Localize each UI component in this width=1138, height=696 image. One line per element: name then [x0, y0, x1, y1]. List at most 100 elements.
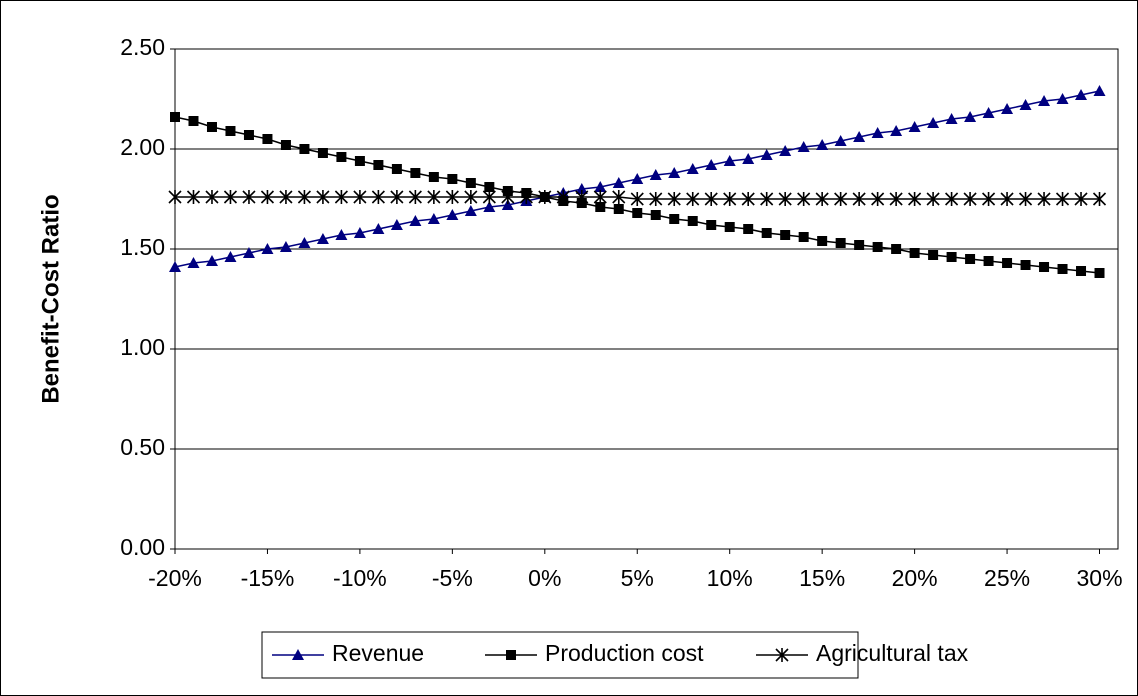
square-marker	[687, 216, 698, 226]
x-tick-label: 0%	[528, 565, 561, 591]
square-marker	[391, 164, 402, 174]
star-marker	[649, 192, 663, 206]
triangle-marker	[575, 183, 588, 194]
triangle-marker	[292, 649, 304, 660]
square-marker	[724, 222, 735, 232]
legend-label: Production cost	[545, 640, 704, 666]
square-marker	[650, 210, 661, 220]
triangle-marker	[501, 199, 514, 210]
star-marker	[778, 192, 792, 206]
star-marker	[889, 192, 903, 206]
square-marker	[1076, 266, 1087, 276]
triangle-marker	[760, 149, 773, 160]
triangle-marker	[409, 215, 422, 226]
star-marker	[519, 190, 533, 204]
square-marker	[965, 254, 976, 264]
x-tick-label: 15%	[799, 565, 845, 591]
square-marker	[243, 130, 254, 140]
star-marker	[1018, 192, 1033, 206]
triangle-marker	[982, 107, 995, 118]
star-marker	[871, 192, 885, 206]
triangle-marker	[668, 167, 681, 178]
x-tick-label: 5%	[621, 565, 654, 591]
star-marker	[775, 648, 789, 662]
square-marker	[632, 208, 643, 218]
y-tick-label: 2.50	[120, 34, 165, 60]
star-marker	[593, 190, 607, 204]
star-marker	[908, 192, 922, 206]
star-marker	[186, 190, 201, 204]
star-marker	[556, 190, 570, 204]
square-marker	[613, 204, 624, 214]
star-marker	[741, 192, 755, 206]
square-marker	[262, 134, 273, 144]
triangle-marker	[779, 145, 792, 156]
square-marker	[170, 112, 180, 122]
triangle-marker	[964, 111, 977, 122]
star-marker	[538, 190, 552, 204]
star-marker	[260, 190, 275, 204]
square-marker	[1020, 260, 1031, 270]
triangle-marker	[1093, 85, 1106, 96]
plot-area	[174, 48, 1119, 550]
triangle-marker	[908, 121, 921, 132]
star-marker	[464, 190, 478, 204]
square-marker	[817, 236, 828, 246]
triangle-marker	[890, 125, 903, 136]
square-marker	[1002, 258, 1013, 268]
square-marker	[761, 228, 772, 238]
star-marker	[334, 190, 348, 204]
y-tick-label: 1.50	[120, 234, 165, 260]
y-tick-label: 1.00	[120, 334, 165, 360]
triangle-marker	[298, 237, 311, 248]
triangle-marker	[834, 135, 847, 146]
square-marker	[1057, 264, 1068, 274]
triangle-marker	[372, 223, 385, 234]
triangle-marker	[316, 233, 329, 244]
triangle-marker	[723, 155, 736, 166]
x-tick-label: 20%	[892, 565, 938, 591]
x-tick-label: -5%	[432, 565, 473, 591]
triangle-marker	[427, 213, 440, 224]
square-marker	[484, 182, 495, 192]
triangle-marker	[187, 257, 200, 268]
star-marker	[482, 190, 496, 204]
square-marker	[188, 116, 199, 126]
x-tick-label: 30%	[1076, 565, 1122, 591]
star-marker	[390, 190, 404, 204]
y-tick-label: 0.50	[120, 434, 165, 460]
triangle-marker	[261, 243, 274, 254]
triangle-marker	[631, 173, 644, 184]
star-marker	[797, 192, 811, 206]
star-marker	[427, 190, 441, 204]
star-marker	[371, 190, 385, 204]
star-marker	[667, 192, 681, 206]
star-marker	[316, 190, 330, 204]
star-marker	[1092, 192, 1107, 206]
star-marker	[168, 190, 182, 204]
triangle-marker	[224, 251, 237, 262]
square-marker	[743, 224, 754, 234]
triangle-marker	[927, 117, 940, 128]
star-marker	[501, 190, 515, 204]
square-marker	[595, 202, 606, 212]
square-marker	[1094, 268, 1105, 278]
legend-label: Agricultural tax	[816, 640, 969, 666]
square-marker	[798, 232, 809, 242]
square-marker	[465, 178, 476, 188]
star-marker	[445, 190, 459, 204]
square-marker	[835, 238, 846, 248]
triangle-marker	[871, 127, 884, 138]
square-marker	[909, 248, 920, 258]
x-tick-label: -20%	[148, 565, 202, 591]
x-tick-label: 10%	[707, 565, 753, 591]
square-marker	[506, 650, 516, 660]
star-marker	[926, 192, 940, 206]
square-marker	[206, 122, 217, 132]
star-marker	[982, 192, 996, 206]
triangle-marker	[335, 229, 348, 240]
star-marker	[852, 192, 866, 206]
square-marker	[669, 214, 680, 224]
star-marker	[408, 190, 422, 204]
triangle-marker	[1056, 93, 1069, 104]
